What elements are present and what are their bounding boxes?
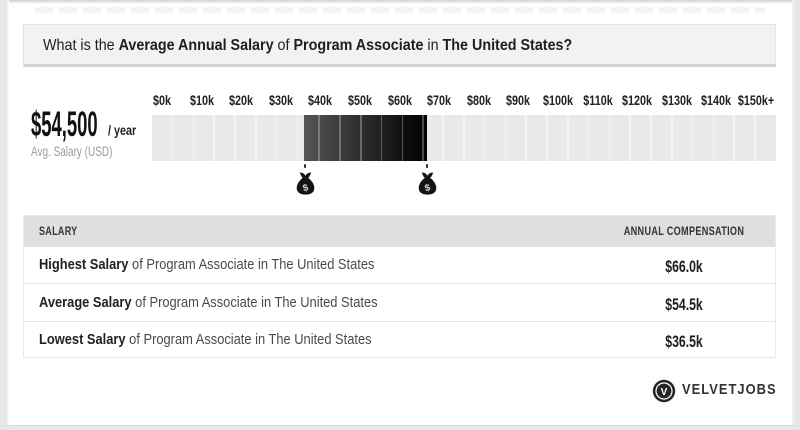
svg-text:V: V: [661, 387, 668, 398]
svg-text:$: $: [302, 182, 310, 194]
svg-text:$: $: [424, 182, 432, 194]
